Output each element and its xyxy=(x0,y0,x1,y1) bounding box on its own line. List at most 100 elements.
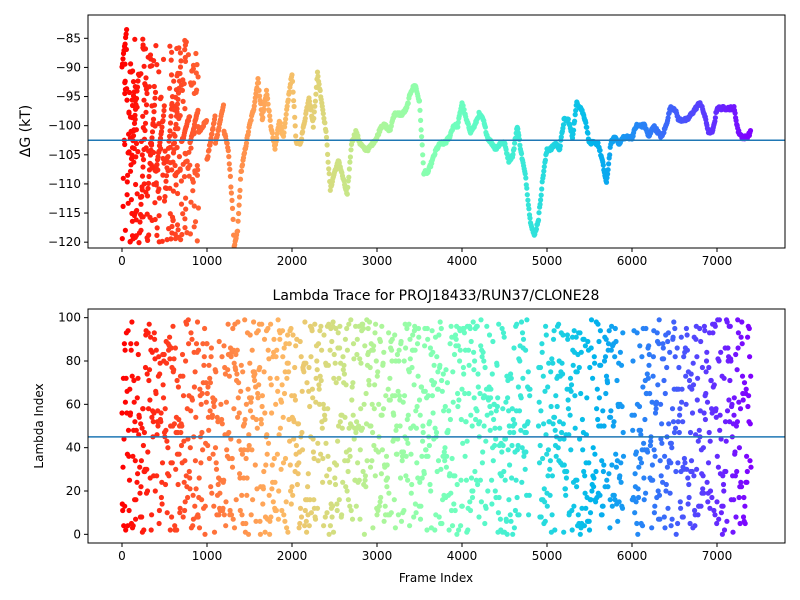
lambda-point xyxy=(505,447,511,453)
lambda-point xyxy=(200,447,206,453)
lambda-point xyxy=(171,367,177,373)
lambda-point xyxy=(311,497,317,503)
lambda-point xyxy=(145,330,151,336)
delta-g-point xyxy=(173,94,179,100)
lambda-point xyxy=(706,364,712,371)
delta-g-point xyxy=(195,205,201,211)
delta-g-point xyxy=(161,103,167,109)
lambda-point xyxy=(178,429,184,436)
lambda-point xyxy=(335,330,341,336)
lambda-point xyxy=(596,338,602,345)
lambda-point xyxy=(198,460,204,466)
delta-g-point xyxy=(516,132,522,138)
delta-g-point xyxy=(260,115,266,121)
lambda-point xyxy=(210,451,216,457)
lambda-point xyxy=(568,447,574,453)
delta-g-point xyxy=(192,168,198,174)
lambda-point xyxy=(422,388,428,394)
lambda-point xyxy=(414,341,421,347)
lambda-point xyxy=(314,358,320,364)
lambda-point xyxy=(457,358,463,364)
delta-g-point xyxy=(209,131,215,137)
delta-g-point xyxy=(326,171,332,177)
lambda-point xyxy=(723,468,729,475)
delta-g-point xyxy=(323,134,330,140)
lambda-point xyxy=(656,492,663,498)
lambda-point xyxy=(363,484,369,490)
lambda-point xyxy=(162,406,168,412)
lambda-point xyxy=(474,408,480,414)
delta-g-point xyxy=(188,145,194,151)
lambda-point xyxy=(559,360,565,366)
lambda-point xyxy=(653,399,660,405)
lambda-point xyxy=(724,319,730,325)
lambda-point xyxy=(151,330,157,336)
lambda-point xyxy=(449,455,455,462)
lambda-point xyxy=(230,347,237,353)
lambda-point xyxy=(374,512,380,518)
lambda-point xyxy=(413,510,419,516)
lambda-point xyxy=(361,401,367,407)
delta-g-point xyxy=(146,173,152,180)
delta-g-point xyxy=(570,131,576,137)
lambda-point xyxy=(583,432,590,438)
lambda-point xyxy=(742,503,748,509)
lambda-point xyxy=(601,358,608,364)
lambda-point xyxy=(597,492,603,498)
lambda-point xyxy=(280,354,286,360)
lambda-point xyxy=(250,497,256,503)
delta-g-point xyxy=(154,225,160,231)
delta-g-point xyxy=(237,176,244,182)
lambda-point xyxy=(479,460,485,466)
lambda-point xyxy=(268,321,274,327)
lambda-point xyxy=(208,354,214,360)
lambda-point xyxy=(401,393,408,399)
lambda-point xyxy=(373,321,379,327)
delta-g-point xyxy=(147,214,153,220)
lambda-point xyxy=(440,371,446,377)
delta-g-point xyxy=(228,190,234,196)
lambda-point xyxy=(134,479,140,485)
lambda-point xyxy=(645,375,651,381)
lambda-point xyxy=(718,349,724,355)
delta-g-point xyxy=(175,190,181,197)
lambda-point xyxy=(239,512,245,518)
lambda-point xyxy=(261,369,267,375)
delta-g-point xyxy=(173,182,179,188)
lambda-point xyxy=(668,523,674,529)
lambda-point xyxy=(153,390,159,397)
lambda-point xyxy=(483,438,489,444)
delta-g-point xyxy=(120,175,126,181)
lambda-point xyxy=(465,347,472,353)
delta-g-point xyxy=(526,206,532,212)
lambda-point xyxy=(547,458,554,464)
lambda-point xyxy=(239,492,245,498)
lambda-point xyxy=(468,338,474,345)
lambda-point xyxy=(414,403,420,410)
lambda-point xyxy=(247,408,254,414)
lambda-point xyxy=(284,525,290,531)
lambda-point xyxy=(256,382,262,388)
lambda-point xyxy=(283,499,289,505)
lambda-point xyxy=(269,462,275,468)
lambda-point xyxy=(408,451,414,457)
lambda-point xyxy=(169,514,175,520)
delta-g-point xyxy=(125,172,131,178)
lambda-point xyxy=(439,388,445,394)
lambda-point xyxy=(243,401,249,407)
lambda-point xyxy=(639,523,646,529)
delta-g-point xyxy=(191,203,197,209)
delta-g-point xyxy=(523,175,529,181)
lambda-point xyxy=(604,380,611,386)
lambda-point xyxy=(524,317,530,323)
lambda-point xyxy=(166,473,172,479)
lambda-point xyxy=(545,473,551,479)
lambda-point xyxy=(553,453,559,459)
lambda-point xyxy=(666,421,672,427)
lambda-point xyxy=(642,416,648,423)
delta-g-point xyxy=(193,70,199,76)
delta-g-point xyxy=(178,178,184,184)
lambda-point xyxy=(319,347,325,353)
delta-g-point xyxy=(311,115,317,121)
lambda-point xyxy=(259,403,265,410)
